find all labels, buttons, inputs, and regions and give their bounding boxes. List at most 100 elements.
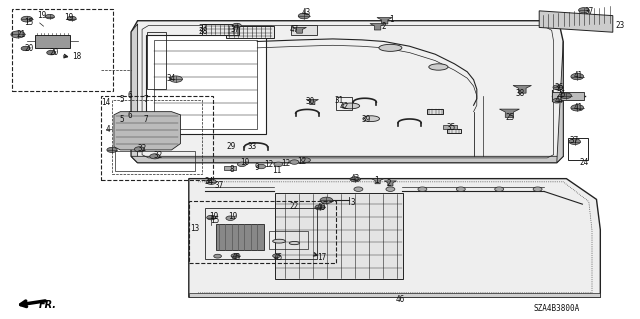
Text: 1: 1 [389, 15, 394, 24]
Circle shape [45, 14, 54, 19]
Ellipse shape [342, 103, 360, 109]
Circle shape [553, 85, 563, 90]
Polygon shape [371, 179, 384, 184]
Text: 34: 34 [205, 177, 214, 186]
Text: 1: 1 [374, 176, 378, 185]
Text: 22: 22 [290, 202, 299, 211]
Circle shape [320, 197, 333, 204]
Text: 9: 9 [255, 163, 259, 172]
Text: 3: 3 [351, 198, 355, 207]
Bar [189, 201, 336, 263]
Polygon shape [131, 24, 138, 163]
Polygon shape [114, 112, 180, 150]
Circle shape [456, 187, 465, 191]
Bar [146, 35, 266, 134]
Text: 12: 12 [264, 160, 273, 169]
Text: 37: 37 [585, 7, 594, 16]
Bar [101, 96, 213, 180]
Text: 28: 28 [198, 27, 207, 36]
Circle shape [301, 158, 310, 162]
Circle shape [315, 205, 325, 210]
Circle shape [214, 254, 221, 258]
Text: 20: 20 [24, 44, 33, 53]
Text: 4: 4 [106, 125, 110, 134]
Circle shape [232, 23, 241, 28]
Bar [147, 32, 166, 89]
Polygon shape [370, 24, 385, 30]
Text: 45: 45 [232, 253, 241, 262]
Bar [112, 100, 202, 174]
Polygon shape [377, 18, 392, 24]
Bar [447, 129, 461, 133]
Text: 40: 40 [316, 204, 325, 212]
Text: 34: 34 [166, 74, 175, 83]
Text: 44: 44 [554, 96, 563, 105]
Text: 12: 12 [282, 160, 291, 168]
Circle shape [107, 147, 117, 152]
Text: 15: 15 [210, 216, 219, 225]
Bar [205, 208, 317, 259]
Text: 41: 41 [573, 103, 582, 112]
Polygon shape [131, 156, 563, 163]
Circle shape [290, 160, 299, 164]
Text: 31: 31 [335, 96, 344, 105]
Text: SZA4B3800A: SZA4B3800A [534, 304, 580, 313]
Text: 41: 41 [573, 71, 582, 80]
Circle shape [21, 16, 33, 22]
Text: 19: 19 [228, 212, 237, 221]
Text: 21: 21 [16, 30, 25, 39]
Bar [224, 166, 236, 170]
Ellipse shape [363, 116, 380, 122]
Text: 6: 6 [128, 91, 132, 100]
Circle shape [571, 105, 584, 111]
Circle shape [134, 147, 145, 152]
Text: 19: 19 [64, 13, 73, 22]
Bar [291, 25, 317, 35]
Bar [115, 151, 195, 171]
Text: 47: 47 [289, 25, 298, 34]
Bar [269, 231, 308, 249]
Circle shape [274, 162, 283, 167]
Text: 30: 30 [306, 97, 315, 106]
Ellipse shape [379, 44, 402, 51]
Bar [428, 109, 444, 114]
Text: 17: 17 [317, 253, 326, 262]
Text: 11: 11 [272, 166, 281, 174]
Text: 37: 37 [214, 181, 223, 189]
Text: 5: 5 [119, 115, 124, 124]
Circle shape [21, 46, 30, 51]
Text: 19: 19 [37, 11, 46, 20]
Text: 7: 7 [143, 95, 148, 104]
Text: 26: 26 [557, 90, 566, 99]
Circle shape [569, 139, 580, 145]
Text: 36: 36 [554, 83, 563, 92]
Text: 18: 18 [72, 52, 81, 61]
Circle shape [560, 93, 572, 99]
Bar [275, 193, 403, 279]
Text: 6: 6 [128, 111, 132, 120]
Text: 37: 37 [570, 137, 579, 145]
Text: 38: 38 [516, 89, 525, 98]
Circle shape [495, 187, 504, 191]
Polygon shape [131, 21, 563, 163]
Polygon shape [189, 293, 600, 297]
Circle shape [150, 154, 160, 159]
Text: 15: 15 [24, 18, 33, 27]
Text: 27: 27 [198, 24, 207, 33]
Text: 14: 14 [101, 98, 110, 107]
Bar [336, 97, 352, 110]
Polygon shape [499, 109, 520, 117]
Circle shape [298, 13, 310, 19]
Text: 33: 33 [247, 142, 256, 151]
Bar [226, 26, 274, 38]
Text: 25: 25 [506, 113, 515, 122]
Circle shape [237, 162, 246, 167]
Circle shape [206, 179, 216, 184]
Polygon shape [513, 85, 531, 93]
Circle shape [354, 187, 363, 191]
Circle shape [418, 187, 427, 191]
Polygon shape [189, 179, 600, 297]
Polygon shape [557, 41, 563, 163]
Text: 24: 24 [579, 158, 588, 167]
Text: 35: 35 [447, 123, 456, 132]
